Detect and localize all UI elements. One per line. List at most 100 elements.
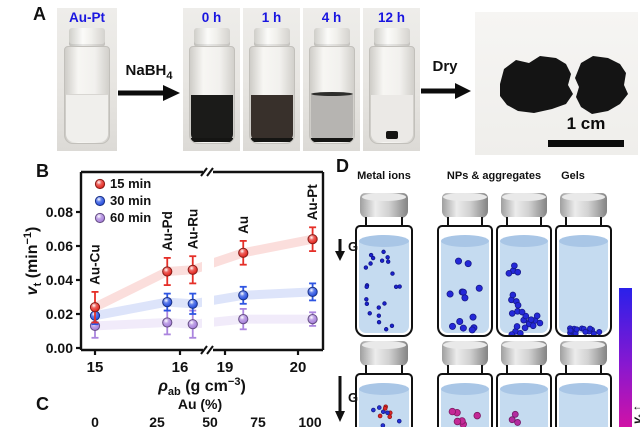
colorbar-gradient <box>619 288 632 427</box>
particle-dots <box>448 407 481 427</box>
data-point-15-min <box>89 290 101 324</box>
liquid-band <box>310 138 353 142</box>
data-point-30-min <box>238 285 249 305</box>
legend-marker <box>94 195 106 207</box>
step-label-dry: Dry <box>432 58 458 75</box>
vial-photo-12-h: 12 h <box>363 8 420 151</box>
axis-break-icon <box>200 345 208 355</box>
data-point-60-min <box>162 309 173 336</box>
vial-neck <box>446 217 484 226</box>
particle-dots <box>446 257 483 334</box>
vial-cap <box>560 193 607 218</box>
x-tick-label: 20 <box>290 359 307 376</box>
axis-tick-label: 0 <box>91 414 99 427</box>
point-label: Au-Pd <box>160 211 175 251</box>
liquid-surface <box>500 235 548 247</box>
x-tick-label: 19 <box>217 359 234 376</box>
vial-body <box>555 225 612 337</box>
particle-dots <box>508 410 521 426</box>
vial-body <box>496 373 552 427</box>
vial-liquid <box>359 383 409 427</box>
vial-body <box>437 225 493 337</box>
vial-cap <box>501 341 547 366</box>
panel-label-b: B <box>36 161 49 181</box>
vial-neck <box>505 217 543 226</box>
panel-label-c: C <box>36 394 49 414</box>
y-tick-label: 0.00 <box>46 340 73 356</box>
vial-cap <box>69 28 105 47</box>
liquid-surface <box>559 383 608 395</box>
vial-photo-0-h: 0 h <box>183 8 240 151</box>
vial-liquid <box>370 95 413 142</box>
vial-neck <box>364 217 404 226</box>
data-point-15-min <box>162 257 173 286</box>
legend-marker <box>94 178 106 190</box>
vial-liquid <box>500 383 548 427</box>
schematic-vial-r1-c3 <box>496 193 552 338</box>
vial-photo-label: 0 h <box>201 10 222 25</box>
vial-photo-label: 1 h <box>261 10 282 25</box>
vial-body <box>437 373 493 427</box>
liquid-band <box>250 138 293 142</box>
vial-photo-au-pt: Au-Pt <box>57 8 117 151</box>
axis-break-icon <box>206 167 214 177</box>
vial-cap <box>253 28 290 47</box>
y-tick-label: 0.02 <box>46 306 73 322</box>
liquid-surface <box>359 235 409 247</box>
liquid-surface <box>559 235 608 247</box>
legend-label: 15 min <box>110 176 151 191</box>
schematic-vial-r2-c3 <box>496 341 552 427</box>
y-axis-title: vt (min−1) <box>22 227 44 296</box>
particle-dots <box>567 325 603 335</box>
vial-photo-1-h: 1 h <box>243 8 300 151</box>
gravity-label: G <box>348 390 359 405</box>
data-point-60-min <box>307 311 318 327</box>
data-point-15-min <box>307 226 318 252</box>
product-photo: 1 cm <box>475 12 638 155</box>
vial-liquid <box>441 235 489 334</box>
liquid-band <box>190 138 233 142</box>
aerogel-pieces <box>500 56 628 114</box>
vial-cap <box>360 341 408 366</box>
schematic-vial-r2-c4 <box>555 341 612 427</box>
vial-body <box>496 225 552 337</box>
gravity-arrow-icon <box>335 239 345 261</box>
vial-liquid <box>559 235 608 335</box>
vial-cap <box>313 28 350 47</box>
column-header-nps-aggregates: NPs & aggregates <box>446 170 542 182</box>
axis-tick-label: 100 <box>298 414 322 427</box>
vial-cap <box>193 28 230 47</box>
vial-cap <box>501 193 547 218</box>
liquid-meniscus <box>310 92 353 96</box>
schematic-vial-r2-c2 <box>437 341 493 427</box>
axis-tick-label: 25 <box>149 414 165 427</box>
liquid-surface <box>441 235 489 247</box>
x-axis-title: ρab (g cm−3) <box>157 376 246 398</box>
x-tick-label: 16 <box>172 359 189 376</box>
vial-neck <box>505 365 543 374</box>
vial-neck <box>564 365 603 374</box>
vial-cap <box>442 341 488 366</box>
step-label-nabh4: NaBH4 <box>125 62 173 82</box>
data-point-60-min <box>187 309 198 339</box>
vial-liquid <box>190 95 233 142</box>
liquid-surface <box>359 383 409 395</box>
vial-cap <box>442 193 488 218</box>
data-point-30-min <box>162 292 173 312</box>
point-label: Au-Cu <box>88 244 103 285</box>
panel-label-a: A <box>33 4 46 24</box>
vial-glass-body <box>188 46 235 144</box>
scale-bar-label: 1 cm <box>566 114 606 133</box>
column-header-gels: Gels <box>561 170 585 182</box>
vial-liquid <box>500 235 548 335</box>
reaction-arrow-icon <box>118 85 180 101</box>
gravity-annotation-bottom: G <box>334 376 358 422</box>
gravity-label: G <box>348 239 359 254</box>
axis-tick-label: 50 <box>202 414 218 427</box>
vial-liquid <box>359 235 409 333</box>
legend-label: 30 min <box>110 193 151 208</box>
rate-axis-label: vt ↑ <box>630 405 640 424</box>
vial-liquid <box>559 383 608 427</box>
x-tick-label: 15 <box>87 359 104 376</box>
